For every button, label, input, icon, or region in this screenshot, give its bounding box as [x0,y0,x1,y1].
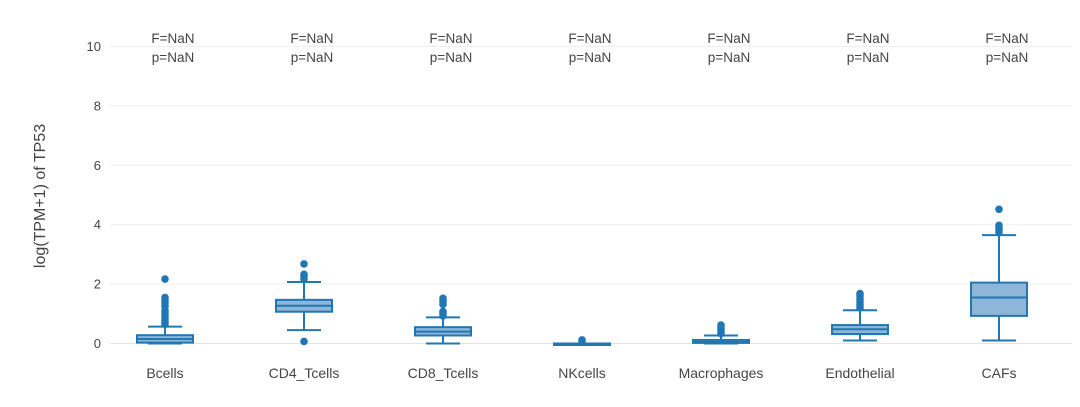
x-tick-label: Endothelial [825,365,894,381]
outlier-point [856,289,864,298]
x-tick-label: CAFs [982,365,1017,381]
f-statistic-label: F=NaN [846,31,889,46]
box-Bcells [136,275,194,345]
box-CAFs [970,205,1028,342]
x-tick-label: NKcells [558,365,605,381]
outlier-point [300,337,308,346]
gridlines [110,46,1072,344]
x-tick-label: Macrophages [679,365,764,381]
outlier-point [995,221,1003,230]
box-CD8_Tcells [414,294,472,345]
p-value-label: p=NaN [847,50,889,65]
f-statistic-label: F=NaN [151,31,194,46]
y-axis-ticks: 0 2 4 6 8 10 [87,39,101,351]
box-iqr [970,281,1028,317]
f-statistic-label: F=NaN [707,31,750,46]
f-statistic-label: F=NaN [985,31,1028,46]
x-tick-label: CD8_Tcells [408,365,479,381]
y-tick-label: 2 [94,277,101,292]
p-value-label: p=NaN [152,50,194,65]
x-tick-label: CD4_Tcells [269,365,340,381]
p-value-label: p=NaN [986,50,1028,65]
outlier-point [300,260,308,268]
y-tick-label: 8 [94,98,101,113]
outlier-point [439,307,447,316]
p-value-label: p=NaN [291,50,333,65]
outlier-point [578,336,586,344]
outlier-point [161,275,169,283]
y-tick-label: 4 [94,217,101,232]
box-Macrophages [692,321,750,345]
p-value-label: p=NaN [569,50,611,65]
y-tick-label: 10 [87,39,101,54]
outlier-point [300,270,308,279]
y-tick-label: 6 [94,158,101,173]
outlier-point [161,293,169,302]
p-value-label: p=NaN [708,50,750,65]
outlier-point [995,205,1003,214]
box-CD4_Tcells [275,260,333,346]
boxes [136,205,1028,346]
x-tick-label: Bcells [146,365,183,381]
y-axis-label: log(TPM+1) of TP53 [32,124,49,268]
box-Endothelial [831,289,889,342]
y-tick-label: 0 [94,336,101,351]
f-statistic-label: F=NaN [568,31,611,46]
p-value-label: p=NaN [430,50,472,65]
box-NKcells [553,336,611,346]
f-statistic-label: F=NaN [429,31,472,46]
outlier-point [717,321,725,329]
outlier-point [439,294,447,303]
x-axis-ticks: Bcells CD4_Tcells CD8_Tcells NKcells Macroph… [146,365,1016,381]
annotations: F=NaN p=NaN F=NaN p=NaN F=NaN p=NaN F=NaN p=NaN… [151,31,1028,65]
f-statistic-label: F=NaN [290,31,333,46]
